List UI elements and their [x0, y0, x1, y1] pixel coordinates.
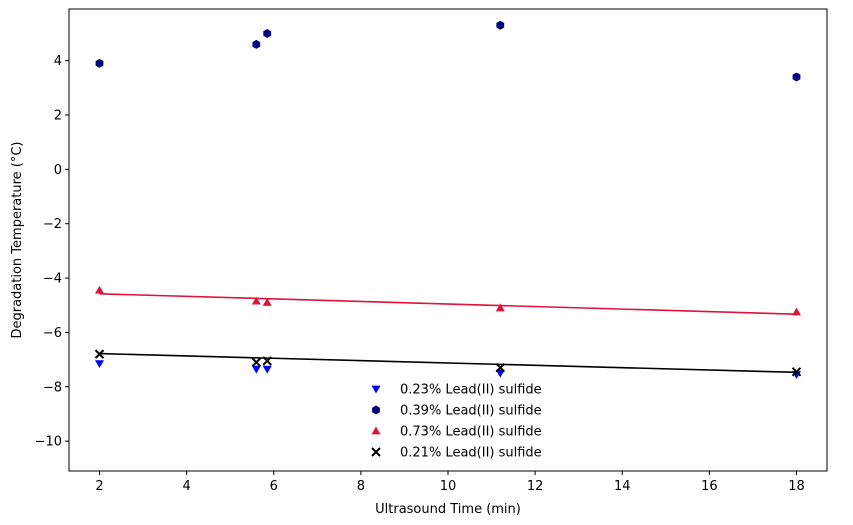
data-point-1-2	[263, 28, 272, 38]
data-point-3-0	[94, 349, 105, 359]
data-point-1-0	[95, 58, 104, 68]
plot-area	[68, 8, 828, 472]
data-point-2-2	[262, 298, 272, 306]
legend: 0.23% Lead(II) sulfide 0.39% Lead(II) sul…	[371, 383, 542, 461]
y-tick-label: 4	[54, 54, 62, 69]
data-point-2-1	[251, 296, 261, 305]
x-tick-label: 16	[701, 479, 718, 494]
y-tick-label: 0	[54, 163, 62, 178]
fit-line-3	[99, 352, 797, 374]
data-point-2-4	[792, 307, 802, 316]
y-tick-label: −2	[43, 217, 62, 232]
x-tick-label: 2	[95, 479, 103, 494]
y-tick-label: 2	[54, 108, 62, 123]
x-tick-label: 4	[182, 479, 190, 494]
x-tick-label: 18	[788, 479, 805, 494]
y-tick-label: −8	[43, 380, 62, 395]
data-point-0-2	[262, 365, 272, 374]
y-axis-ticks: 4 2 0 −2 −4 −6 −8 −10	[35, 54, 69, 450]
data-point-2-0	[94, 285, 104, 294]
data-point-3-4	[791, 367, 802, 377]
data-point-0-3	[495, 369, 505, 378]
x-tick-label: 8	[357, 479, 365, 494]
y-axis-label: Degradation Temperature (°C)	[10, 141, 25, 338]
x-tick-label: 10	[440, 479, 457, 494]
x-tick-label: 14	[614, 479, 631, 494]
data-point-3-3	[495, 363, 505, 373]
data-point-0-0	[94, 360, 104, 369]
y-tick-label: −10	[35, 435, 62, 450]
legend-label: 0.23% Lead(II) sulfide	[400, 383, 542, 398]
legend-label: 0.73% Lead(II) sulfide	[400, 425, 542, 440]
fit-lines	[99, 293, 797, 374]
y-tick-label: −4	[43, 272, 62, 287]
markers	[94, 20, 802, 380]
data-point-2-3	[495, 303, 505, 312]
legend-marker-3	[371, 447, 381, 457]
y-tick-label: −6	[43, 326, 62, 341]
data-point-3-1	[251, 357, 262, 368]
data-point-3-2	[262, 356, 272, 366]
data-point-1-4	[792, 72, 801, 82]
x-tick-label: 12	[527, 479, 544, 494]
legend-marker-1	[372, 405, 380, 415]
legend-label: 0.21% Lead(II) sulfide	[400, 446, 542, 461]
x-axis-ticks: 2 4 6 8 10 12 14 16 18	[95, 471, 805, 494]
data-point-1-3	[496, 20, 505, 30]
x-tick-label: 6	[270, 479, 278, 494]
fit-line-2	[99, 293, 797, 315]
data-point-1-1	[252, 39, 261, 49]
x-axis-label: Ultrasound Time (min)	[375, 502, 521, 517]
data-point-0-1	[251, 365, 261, 374]
legend-marker-2	[371, 426, 381, 435]
legend-marker-0	[371, 385, 381, 394]
legend-label: 0.39% Lead(II) sulfide	[400, 404, 542, 419]
